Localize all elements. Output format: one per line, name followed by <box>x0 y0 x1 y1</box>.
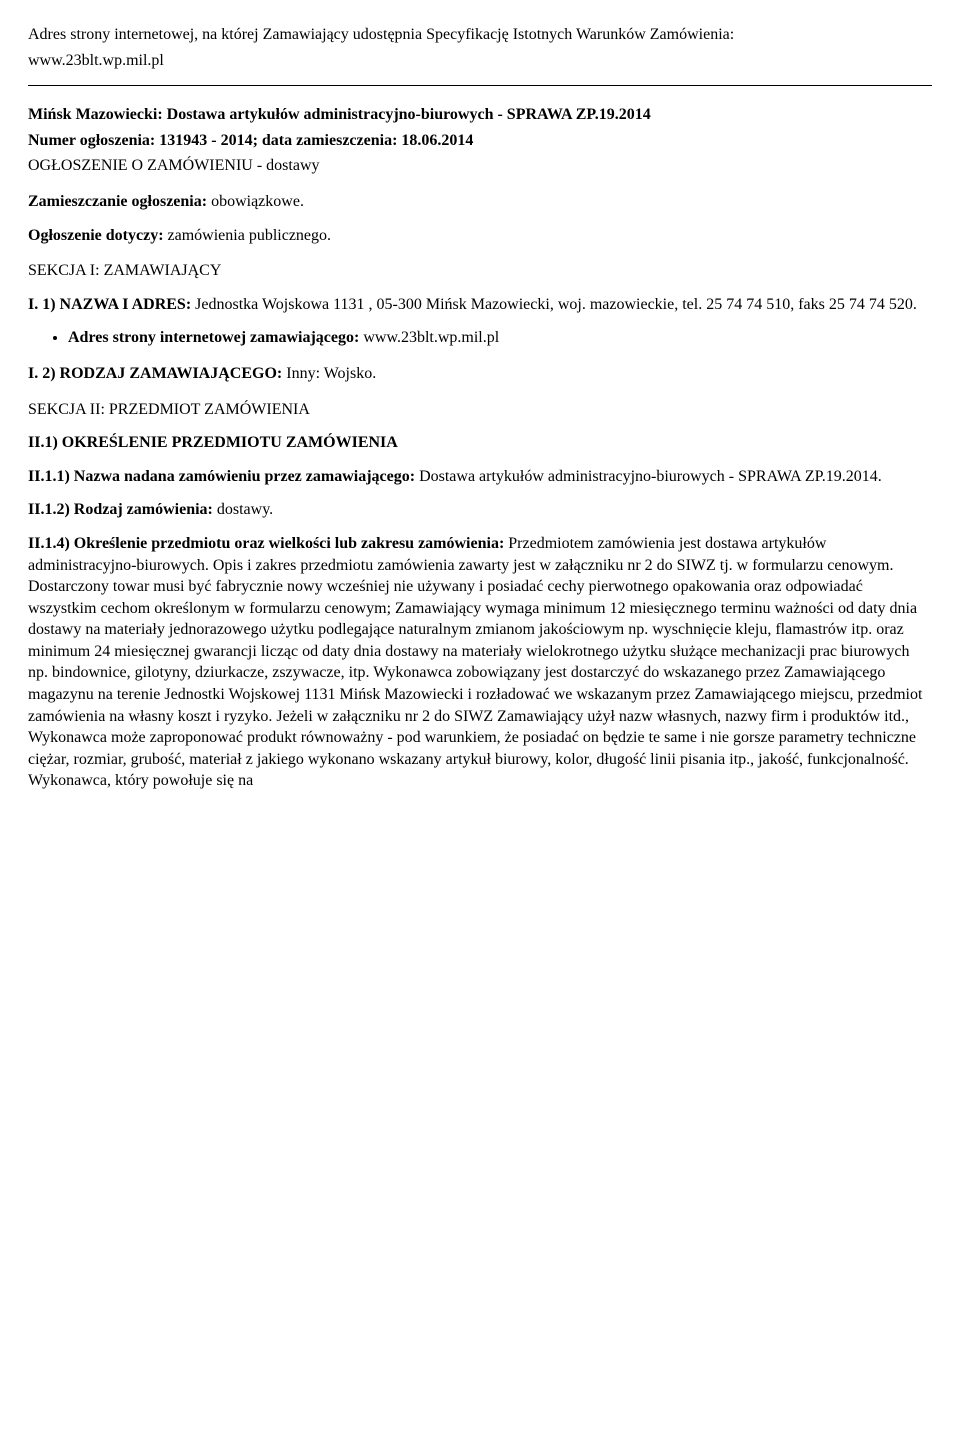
section-1-name-address: I. 1) NAZWA I ADRES: Jednostka Wojskowa … <box>28 294 932 316</box>
section-1-web-label: Adres strony internetowej zamawiającego: <box>68 329 359 346</box>
section-1-i2-label: I. 2) RODZAJ ZAMAWIAJĄCEGO: <box>28 365 282 382</box>
section-2-ii1-title: II.1) OKREŚLENIE PRZEDMIOTU ZAMÓWIENIA <box>28 432 932 454</box>
meta-dotyczy: Ogłoszenie dotyczy: zamówienia publiczne… <box>28 225 932 247</box>
siwz-address-label: Adres strony internetowej, na której Zam… <box>28 24 932 46</box>
section-2-ii12-value: dostawy. <box>213 501 273 518</box>
section-1-i1-label: I. 1) NAZWA I ADRES: <box>28 296 191 313</box>
meta-zamieszczanie-label: Zamieszczanie ogłoszenia: <box>28 193 207 210</box>
meta-zamieszczanie-value: obowiązkowe. <box>207 193 304 210</box>
section-1-bullets: Adres strony internetowej zamawiającego:… <box>28 327 932 349</box>
section-2-ii11-label: II.1.1) Nazwa nadana zamówieniu przez za… <box>28 468 415 485</box>
divider <box>28 85 932 86</box>
meta-dotyczy-value: zamówienia publicznego. <box>164 227 332 244</box>
section-1-i1-value: Jednostka Wojskowa 1131 , 05-300 Mińsk M… <box>191 296 917 313</box>
siwz-address-block: Adres strony internetowej, na której Zam… <box>28 24 932 71</box>
meta-zamieszczanie: Zamieszczanie ogłoszenia: obowiązkowe. <box>28 191 932 213</box>
section-1-web-item: Adres strony internetowej zamawiającego:… <box>68 327 932 349</box>
section-2-ii14-value: Przedmiotem zamówienia jest dostawa arty… <box>28 535 922 790</box>
siwz-address-url: www.23blt.wp.mil.pl <box>28 50 932 72</box>
section-2-ii14: II.1.4) Określenie przedmiotu oraz wielk… <box>28 533 932 792</box>
section-2-title: SEKCJA II: PRZEDMIOT ZAMÓWIENIA <box>28 399 932 421</box>
meta-dotyczy-label: Ogłoszenie dotyczy: <box>28 227 164 244</box>
section-1-i2-value: Inny: Wojsko. <box>282 365 376 382</box>
announcement-title: Mińsk Mazowiecki: Dostawa artykułów admi… <box>28 104 932 126</box>
section-1-type: I. 2) RODZAJ ZAMAWIAJĄCEGO: Inny: Wojsko… <box>28 363 932 385</box>
section-2-ii11: II.1.1) Nazwa nadana zamówieniu przez za… <box>28 466 932 488</box>
section-2-ii14-label: II.1.4) Określenie przedmiotu oraz wielk… <box>28 535 504 552</box>
section-1-title: SEKCJA I: ZAMAWIAJĄCY <box>28 260 932 282</box>
section-2-ii12: II.1.2) Rodzaj zamówienia: dostawy. <box>28 499 932 521</box>
announcement-number: Numer ogłoszenia: 131943 - 2014; data za… <box>28 130 932 152</box>
announcement-header: Mińsk Mazowiecki: Dostawa artykułów admi… <box>28 104 932 177</box>
section-2-ii11-value: Dostawa artykułów administracyjno-biurow… <box>415 468 882 485</box>
announcement-subtitle: OGŁOSZENIE O ZAMÓWIENIU - dostawy <box>28 155 932 177</box>
section-1-web-value: www.23blt.wp.mil.pl <box>359 329 499 346</box>
section-2-ii12-label: II.1.2) Rodzaj zamówienia: <box>28 501 213 518</box>
